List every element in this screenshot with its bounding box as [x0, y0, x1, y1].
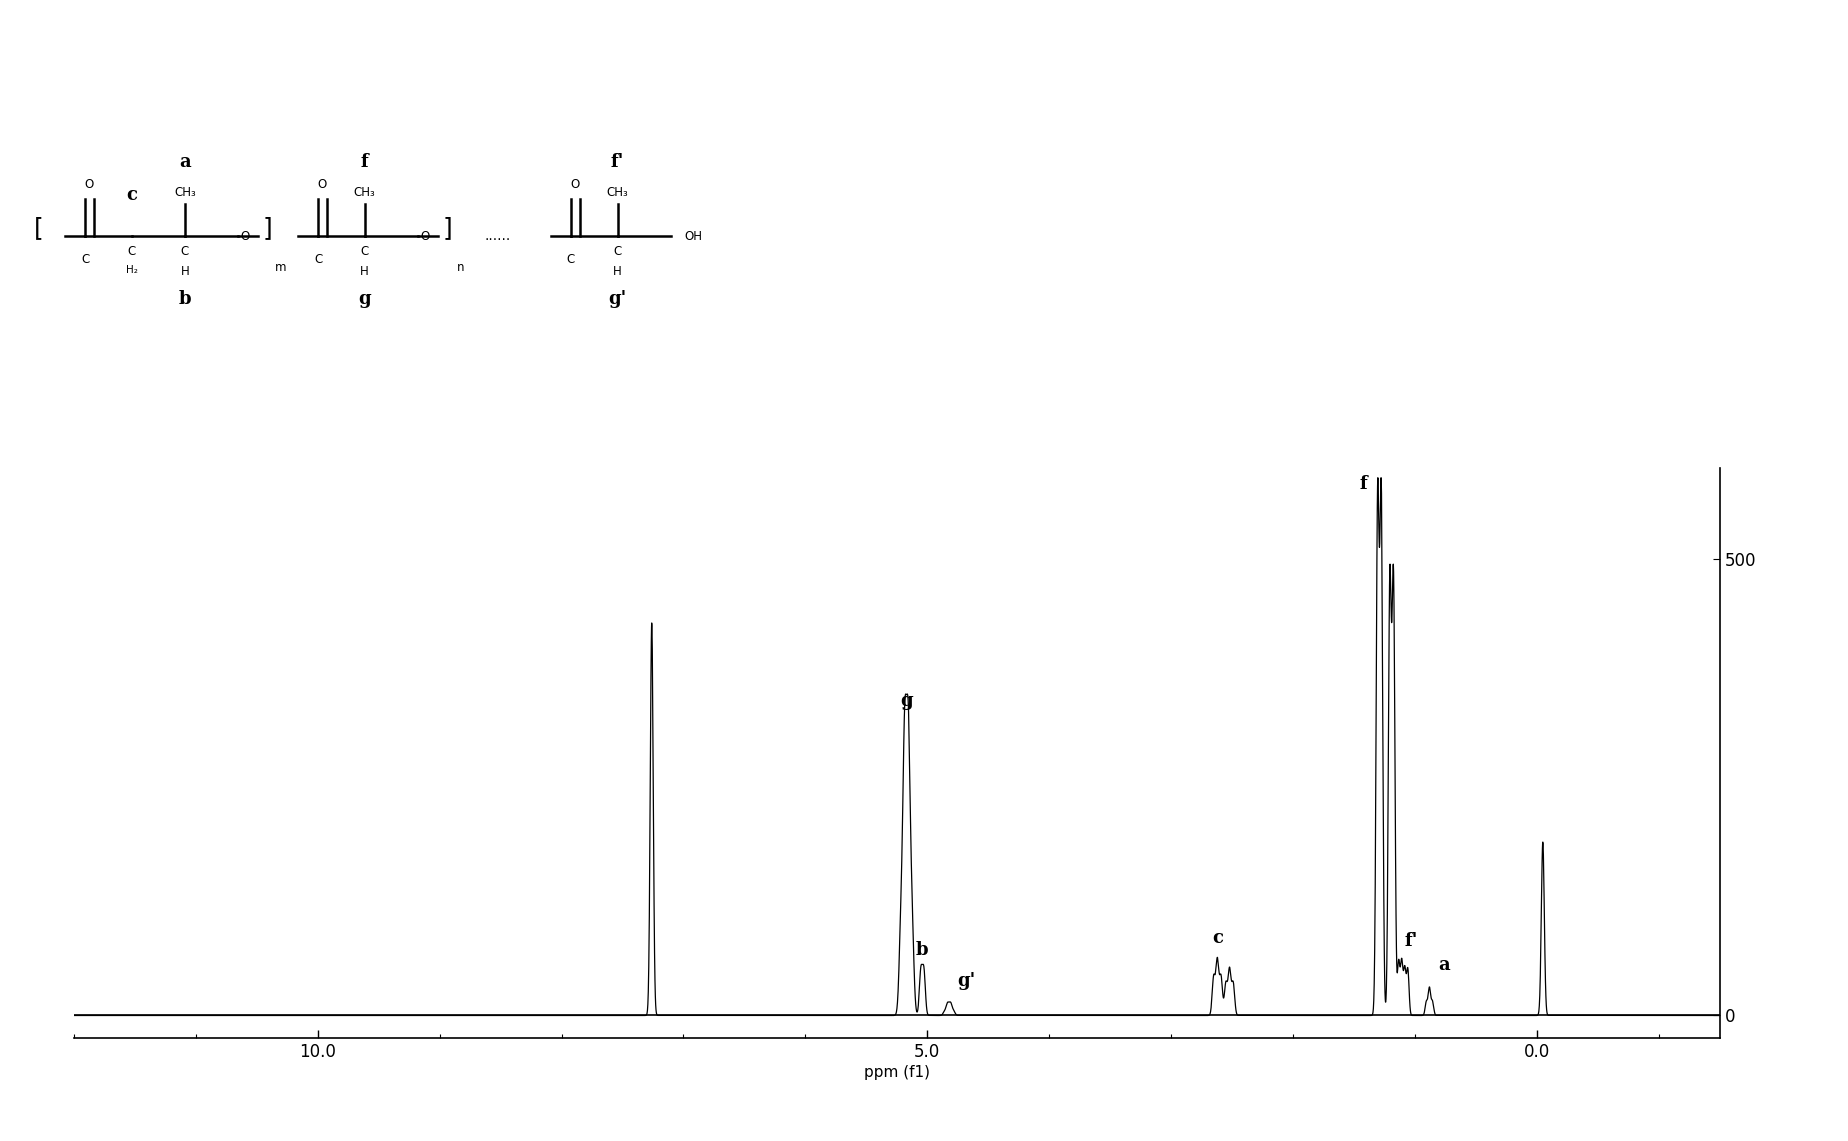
Text: C: C	[128, 244, 135, 258]
Text: H: H	[614, 265, 621, 278]
Text: C: C	[314, 253, 322, 266]
Text: OH: OH	[684, 230, 702, 243]
Text: g: g	[359, 290, 371, 308]
Text: CH₃: CH₃	[353, 186, 375, 200]
Text: [: [	[33, 216, 43, 241]
Text: H₂: H₂	[126, 265, 137, 275]
Text: ]: ]	[262, 216, 272, 241]
X-axis label: ppm (f1): ppm (f1)	[863, 1066, 930, 1081]
Text: g': g'	[957, 972, 976, 990]
Text: a: a	[1438, 956, 1449, 974]
Text: O: O	[85, 178, 94, 192]
Text: m: m	[275, 261, 286, 274]
Text: ......: ......	[484, 229, 510, 243]
Text: c: c	[1210, 929, 1222, 947]
Text: C: C	[81, 253, 89, 266]
Text: ]: ]	[442, 216, 451, 241]
Text: b: b	[179, 290, 190, 308]
Text: f: f	[360, 153, 368, 171]
Text: H: H	[181, 265, 188, 278]
Text: c: c	[126, 186, 137, 203]
Text: C: C	[614, 244, 621, 258]
Text: g': g'	[608, 290, 626, 308]
Text: O: O	[318, 178, 327, 192]
Text: f': f'	[610, 153, 625, 171]
Text: f: f	[1358, 476, 1368, 493]
Text: H: H	[360, 265, 370, 278]
Text: b: b	[915, 941, 928, 958]
Text: n: n	[456, 261, 464, 274]
Text: f': f'	[1404, 932, 1417, 949]
Text: O: O	[569, 178, 578, 192]
Text: C: C	[567, 253, 575, 266]
Text: O: O	[419, 230, 429, 243]
Text: g: g	[900, 691, 913, 710]
Text: O: O	[240, 230, 249, 243]
Text: C: C	[360, 244, 368, 258]
Text: CH₃: CH₃	[606, 186, 628, 200]
Text: CH₃: CH₃	[174, 186, 196, 200]
Text: C: C	[181, 244, 188, 258]
Text: a: a	[179, 153, 190, 171]
